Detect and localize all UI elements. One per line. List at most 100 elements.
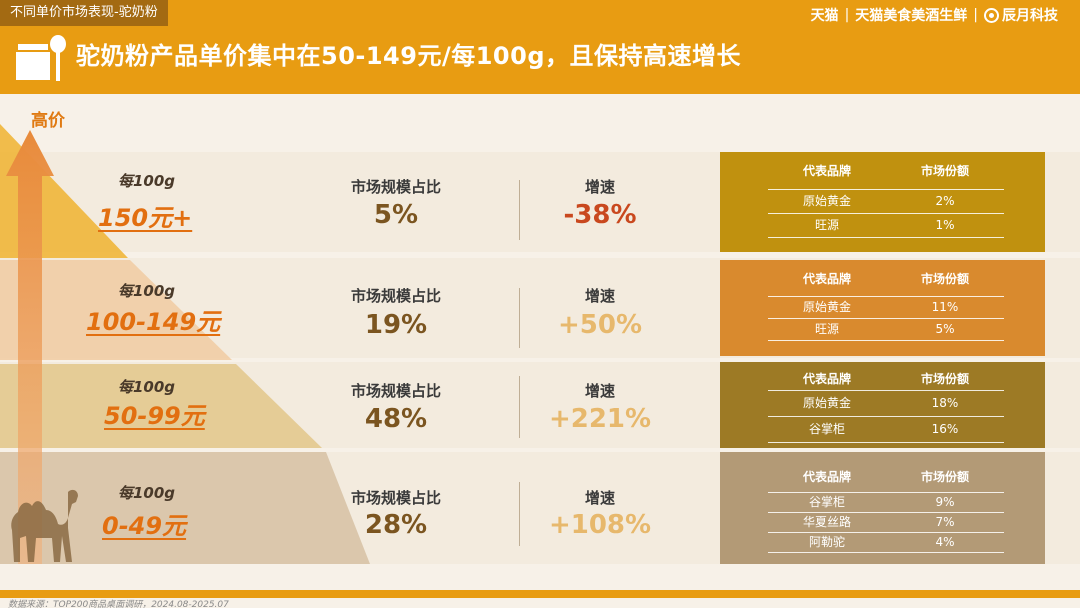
brand-table: 代表品牌 市场份额 原始黄金 11% 旺源 5% [720, 260, 1045, 356]
brand-name: 阿勒驼 [808, 535, 845, 549]
pyramid-tier-4 [0, 452, 370, 564]
brand-table-header: 代表品牌 市场份额 [768, 162, 1004, 179]
brand-name: 谷掌柜 [808, 495, 845, 509]
brand-table-header: 代表品牌 市场份额 [768, 468, 1004, 485]
tier-unit-label: 每100g [118, 484, 176, 502]
brand-row: 原始黄金 18% [768, 390, 1004, 416]
brand-column-header: 代表品牌 [802, 164, 851, 178]
brand-rows: 原始黄金 11% 旺源 5% [768, 296, 1004, 341]
table-rule [768, 552, 1004, 553]
tier-price: 100-149元 [86, 308, 221, 336]
brand-share: 16% [931, 422, 959, 436]
brand-share: 4% [935, 535, 955, 549]
share-value: 5% [373, 200, 419, 230]
logo-separator: | [973, 7, 978, 23]
header-bar: 不同单价市场表现-驼奶粉 天猫 | 天猫美食美酒生鲜 | 辰月科技 驼奶粉产品单… [0, 0, 1080, 94]
growth-label: 增速 [584, 489, 615, 507]
brand-table: 代表品牌 市场份额 原始黄金 2% 旺源 1% [720, 152, 1045, 252]
brand-name: 原始黄金 [802, 194, 851, 208]
brand-share: 9% [935, 495, 955, 509]
brand-name: 原始黄金 [802, 300, 851, 314]
brand-table-header: 代表品牌 市场份额 [768, 270, 1004, 287]
brand-row: 谷掌柜 16% [768, 416, 1004, 442]
growth-label: 增速 [584, 382, 615, 400]
tier-price: 0-49元 [102, 512, 187, 540]
growth-value: -38% [563, 200, 637, 230]
tier-unit-label: 每100g [118, 172, 176, 190]
share-label: 市场规模占比 [350, 489, 441, 507]
brand-column-header: 代表品牌 [802, 470, 851, 484]
pyramid-tier-2 [0, 260, 232, 360]
brand-share: 11% [931, 300, 959, 314]
share-column-header: 市场份额 [920, 372, 969, 386]
up-arrow-icon [6, 130, 54, 564]
brand-name: 华夏丝路 [802, 515, 851, 529]
growth-value: +221% [548, 404, 652, 434]
chenyue-logo-icon [984, 7, 999, 23]
brand-column-header: 代表品牌 [802, 272, 851, 286]
brand-name: 旺源 [814, 322, 839, 336]
logo-separator: | [844, 7, 850, 23]
brand-row: 阿勒驼 4% [768, 532, 1004, 552]
brand-name: 旺源 [814, 218, 839, 232]
pyramid-tier-3 [0, 364, 322, 448]
brand-table-header: 代表品牌 市场份额 [768, 370, 1004, 387]
share-column-header: 市场份额 [920, 272, 969, 286]
tier-unit-label: 每100g [118, 378, 176, 396]
brand-table: 代表品牌 市场份额 原始黄金 18% 谷掌柜 16% [720, 362, 1045, 448]
column-divider [519, 180, 520, 240]
share-value: 48% [364, 404, 428, 434]
price-tier-pyramid: 高价 每100g 150元+ 市场规模占比 5% 增速 -38% 代表品牌 市场… [0, 94, 1080, 590]
table-rule [768, 340, 1004, 341]
column-divider [519, 288, 520, 348]
footer-bar [0, 590, 1080, 598]
growth-label: 增速 [584, 287, 615, 305]
brand-rows: 原始黄金 18% 谷掌柜 16% [768, 390, 1004, 443]
axis-label-high-price: 高价 [31, 111, 65, 131]
brand-row: 华夏丝路 7% [768, 512, 1004, 532]
brand-row: 旺源 1% [768, 213, 1004, 237]
tmall-food-logo: 天猫美食美酒生鲜 [855, 8, 968, 24]
growth-value: +50% [557, 310, 643, 340]
tmall-logo: 天猫 [810, 8, 839, 24]
share-column-header: 市场份额 [920, 164, 969, 178]
tier-price: 50-99元 [104, 402, 205, 430]
brand-share: 5% [935, 322, 955, 336]
page-title: 驼奶粉产品单价集中在50-149元/每100g，且保持高速增长 [76, 42, 741, 70]
growth-value: +108% [548, 510, 652, 540]
brand-column-header: 代表品牌 [802, 372, 851, 386]
column-divider [519, 482, 520, 546]
table-rule [768, 237, 1004, 238]
brand-rows: 谷掌柜 9% 华夏丝路 7% 阿勒驼 4% [768, 492, 1004, 553]
share-label: 市场规模占比 [350, 382, 441, 400]
brand-table: 代表品牌 市场份额 谷掌柜 9% 华夏丝路 7% 阿勒驼 4% [720, 452, 1045, 564]
tier-unit-label: 每100g [118, 282, 176, 300]
column-divider [519, 376, 520, 438]
food-jar-spoon-icon [16, 35, 66, 81]
brand-row: 谷掌柜 9% [768, 492, 1004, 512]
chenyue-logo: 辰月科技 [1002, 8, 1058, 24]
table-rule [768, 442, 1004, 443]
growth-label: 增速 [584, 178, 615, 196]
brand-share: 18% [931, 396, 959, 410]
brand-row: 原始黄金 2% [768, 189, 1004, 213]
share-column-header: 市场份额 [920, 470, 969, 484]
brand-share: 2% [935, 194, 955, 208]
pyramid-graphic [0, 124, 370, 564]
brand-rows: 原始黄金 2% 旺源 1% [768, 189, 1004, 238]
brand-share: 1% [935, 218, 955, 232]
share-label: 市场规模占比 [350, 178, 441, 196]
brand-row: 旺源 5% [768, 318, 1004, 340]
section-tag: 不同单价市场表现-驼奶粉 [0, 0, 168, 26]
partner-logos: 天猫 | 天猫美食美酒生鲜 | 辰月科技 [811, 4, 1058, 26]
brand-share: 7% [935, 515, 955, 529]
tier-price: 150元+ [98, 204, 193, 232]
camel-icon [11, 489, 78, 562]
brand-name: 原始黄金 [802, 396, 851, 410]
share-value: 28% [364, 510, 428, 540]
share-value: 19% [364, 310, 428, 340]
brand-row: 原始黄金 11% [768, 296, 1004, 318]
data-source-note: 数据来源：TOP200商品桌面调研，2024.08-2025.07 [8, 600, 229, 608]
brand-name: 谷掌柜 [808, 422, 845, 436]
share-label: 市场规模占比 [350, 287, 441, 305]
